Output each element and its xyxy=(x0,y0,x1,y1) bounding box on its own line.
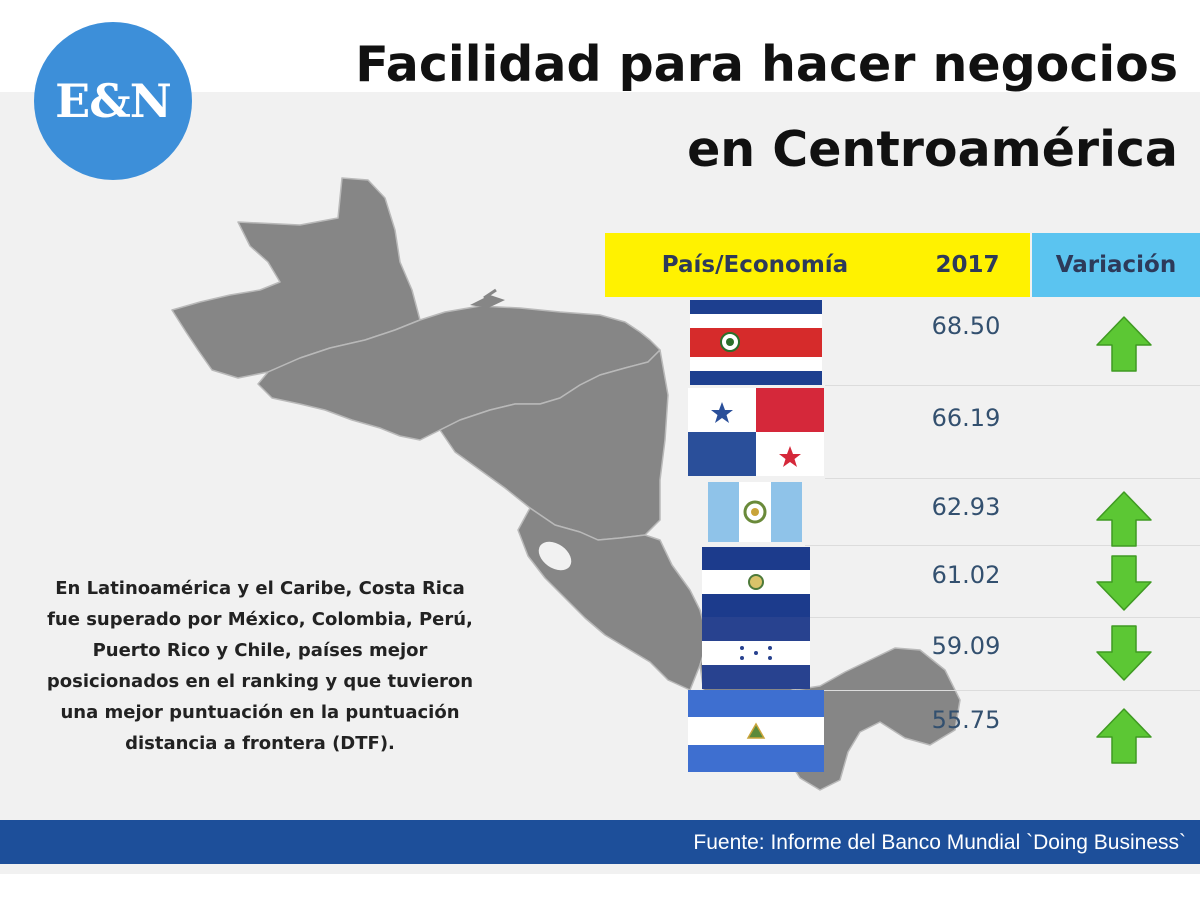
logo-text: E&N xyxy=(55,74,172,128)
note-text: En Latinoamérica y el Caribe, Costa Rica… xyxy=(46,578,474,754)
panama-flag-icon xyxy=(688,388,824,476)
arrow-down-icon xyxy=(1096,625,1152,681)
page-title: Facilidad para hacer negocios en Centroa… xyxy=(178,22,1178,192)
header-variation: Variación xyxy=(1032,233,1200,297)
score-honduras: 59.09 xyxy=(931,632,1001,660)
arrow-up-icon xyxy=(1096,708,1152,764)
footer-bar: Fuente: Informe del Banco Mundial `Doing… xyxy=(0,820,1200,864)
nicaragua-flag-icon xyxy=(688,690,824,772)
row-separator xyxy=(810,617,1200,618)
title-line-1: Facilidad para hacer negocios xyxy=(355,36,1178,93)
en-logo: E&N xyxy=(34,22,192,180)
row-separator xyxy=(825,478,1200,479)
title-line-2: en Centroamérica xyxy=(687,121,1178,178)
header-year: 2017 xyxy=(905,233,1030,297)
score-guatemala: 62.93 xyxy=(931,493,1001,521)
arrow-up-icon xyxy=(1096,316,1152,372)
score-el-salvador: 61.02 xyxy=(931,561,1001,589)
header-country: País/Economía xyxy=(605,233,905,297)
costa-rica-flag-icon xyxy=(690,300,822,385)
el-salvador-flag-icon xyxy=(702,547,810,617)
row-separator xyxy=(805,545,1200,546)
score-nicaragua: 55.75 xyxy=(931,706,1001,734)
guatemala-flag-icon xyxy=(708,482,802,542)
score-panama: 66.19 xyxy=(931,404,1001,432)
score-costa-rica: 68.50 xyxy=(931,312,1001,340)
honduras-flag-icon xyxy=(702,617,810,689)
source-text: Fuente: Informe del Banco Mundial `Doing… xyxy=(693,831,1186,854)
arrow-up-icon xyxy=(1096,491,1152,547)
arrow-down-icon xyxy=(1096,555,1152,611)
row-separator xyxy=(810,690,1200,691)
row-separator xyxy=(825,385,1200,386)
